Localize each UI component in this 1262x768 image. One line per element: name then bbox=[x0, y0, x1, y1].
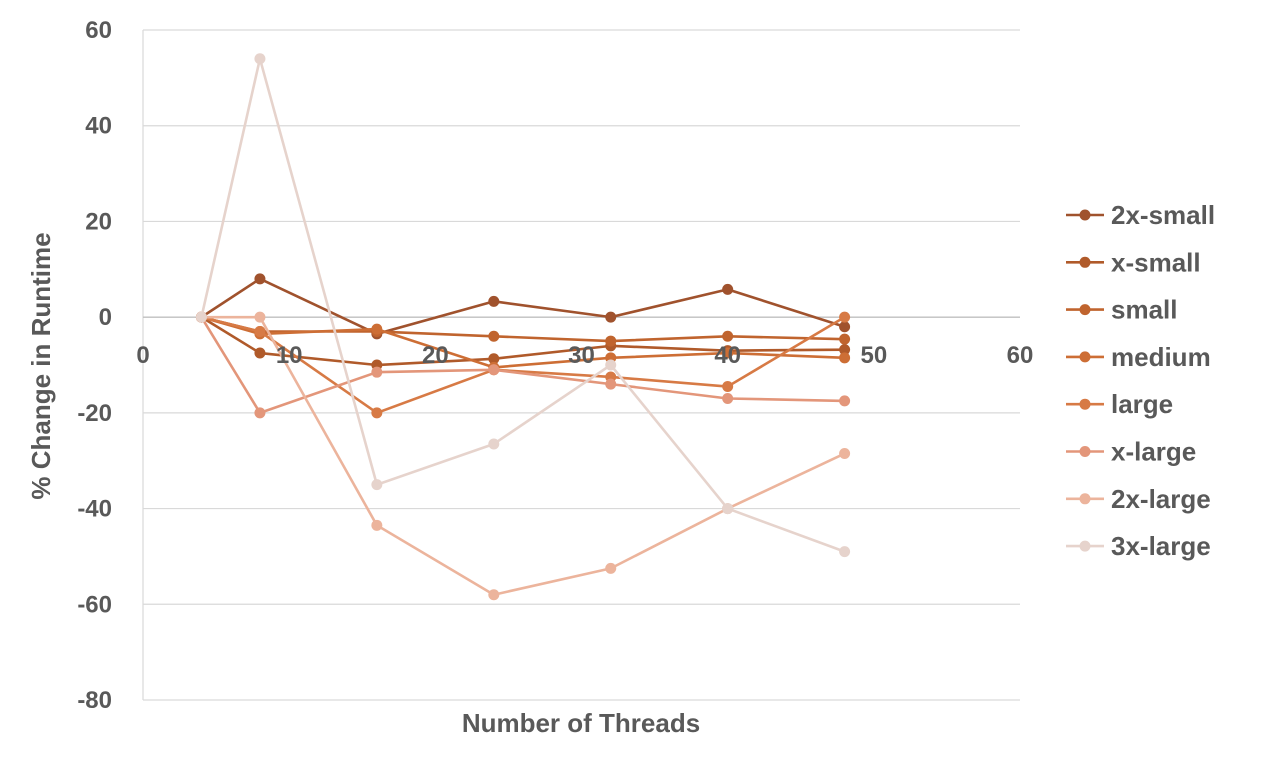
legend-label: medium bbox=[1111, 342, 1211, 372]
data-point bbox=[371, 519, 383, 531]
series-2x-small bbox=[195, 273, 851, 340]
data-point bbox=[488, 364, 500, 376]
y-tick-label: 20 bbox=[85, 208, 112, 235]
legend: 2x-small x-small small medium large x-large 2x… bbox=[1066, 200, 1215, 561]
legend-entry: 2x-large bbox=[1066, 484, 1211, 514]
data-point bbox=[839, 448, 851, 460]
data-point bbox=[371, 479, 383, 491]
data-point bbox=[605, 335, 617, 347]
series-3x-large bbox=[195, 53, 851, 558]
legend-marker bbox=[1079, 398, 1091, 410]
data-point bbox=[371, 407, 383, 419]
data-point bbox=[722, 347, 734, 359]
data-point bbox=[605, 359, 617, 371]
data-point bbox=[488, 589, 500, 601]
x-tick-label: 40 bbox=[714, 342, 741, 369]
x-tick-label: 10 bbox=[276, 342, 303, 369]
legend-marker bbox=[1079, 540, 1091, 552]
legend-marker bbox=[1079, 446, 1091, 457]
y-tick-label: -40 bbox=[77, 496, 112, 523]
data-point bbox=[839, 333, 851, 345]
data-point bbox=[371, 366, 383, 378]
data-point bbox=[722, 381, 734, 393]
legend-marker bbox=[1079, 209, 1091, 221]
legend-label: 3x-large bbox=[1111, 531, 1211, 561]
data-point bbox=[839, 352, 851, 364]
data-point bbox=[254, 326, 266, 337]
y-tick-label: -80 bbox=[77, 687, 112, 714]
data-point bbox=[605, 311, 617, 323]
data-point bbox=[839, 311, 851, 323]
series-line bbox=[200, 277, 845, 336]
data-point bbox=[722, 503, 734, 515]
data-point bbox=[488, 438, 500, 450]
data-point bbox=[254, 347, 266, 359]
legend-label: large bbox=[1111, 389, 1173, 419]
data-point bbox=[839, 321, 851, 333]
data-point bbox=[605, 562, 617, 574]
data-point bbox=[839, 344, 851, 356]
legend-label: x-small bbox=[1111, 247, 1201, 277]
y-tick-label: -60 bbox=[77, 591, 112, 618]
data-point bbox=[488, 353, 500, 365]
legend-label: 2x-large bbox=[1111, 484, 1211, 514]
data-point bbox=[371, 323, 383, 335]
data-point bbox=[254, 53, 266, 65]
x-tick-labels: 0 10 20 30 40 50 60 bbox=[136, 342, 1033, 369]
x-tick-label: 0 bbox=[136, 342, 149, 369]
x-tick-label: 20 bbox=[422, 342, 449, 369]
x-tick-label: 30 bbox=[568, 342, 595, 369]
legend-entry: 3x-large bbox=[1066, 531, 1211, 561]
y-tick-label: 40 bbox=[85, 113, 112, 140]
data-point bbox=[722, 330, 734, 342]
y-tick-label: -20 bbox=[77, 400, 112, 427]
legend-label: small bbox=[1111, 295, 1178, 325]
y-tick-label: 60 bbox=[85, 17, 112, 44]
y-tick-labels: -80 -60 -40 -20 0 20 40 60 bbox=[77, 17, 112, 714]
data-point bbox=[254, 311, 266, 323]
legend-marker bbox=[1079, 256, 1091, 268]
data-point bbox=[722, 393, 734, 404]
data-point bbox=[839, 546, 851, 558]
x-axis-title: Number of Threads bbox=[462, 708, 700, 738]
legend-marker bbox=[1079, 351, 1091, 363]
y-tick-label: 0 bbox=[99, 304, 112, 331]
x-tick-label: 50 bbox=[860, 342, 887, 369]
data-point bbox=[605, 378, 617, 390]
data-point bbox=[195, 311, 207, 323]
legend-label: x-large bbox=[1111, 437, 1196, 467]
legend-entry: 2x-small bbox=[1066, 200, 1215, 230]
gridlines bbox=[143, 29, 1020, 701]
legend-label: 2x-small bbox=[1111, 200, 1215, 230]
legend-marker bbox=[1079, 493, 1091, 505]
data-point bbox=[254, 407, 266, 419]
legend-entry: small bbox=[1066, 295, 1178, 325]
y-axis-title: % Change in Runtime bbox=[26, 232, 56, 499]
axes bbox=[142, 30, 1020, 700]
legend-entry: large bbox=[1066, 389, 1173, 419]
data-point bbox=[488, 295, 500, 307]
series-group bbox=[195, 53, 851, 601]
data-point bbox=[254, 273, 266, 285]
series-line bbox=[201, 315, 845, 343]
x-tick-label: 60 bbox=[1007, 342, 1034, 369]
data-point bbox=[839, 395, 851, 407]
data-point bbox=[722, 283, 734, 295]
legend-entry: medium bbox=[1066, 342, 1211, 372]
legend-marker bbox=[1079, 304, 1091, 316]
data-point bbox=[488, 330, 500, 342]
legend-entry: x-small bbox=[1066, 247, 1201, 277]
legend-entry: x-large bbox=[1066, 437, 1196, 467]
